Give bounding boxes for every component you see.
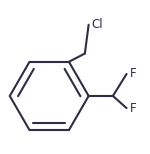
- Text: Cl: Cl: [92, 18, 103, 31]
- Text: F: F: [130, 67, 136, 81]
- Text: F: F: [130, 102, 136, 115]
